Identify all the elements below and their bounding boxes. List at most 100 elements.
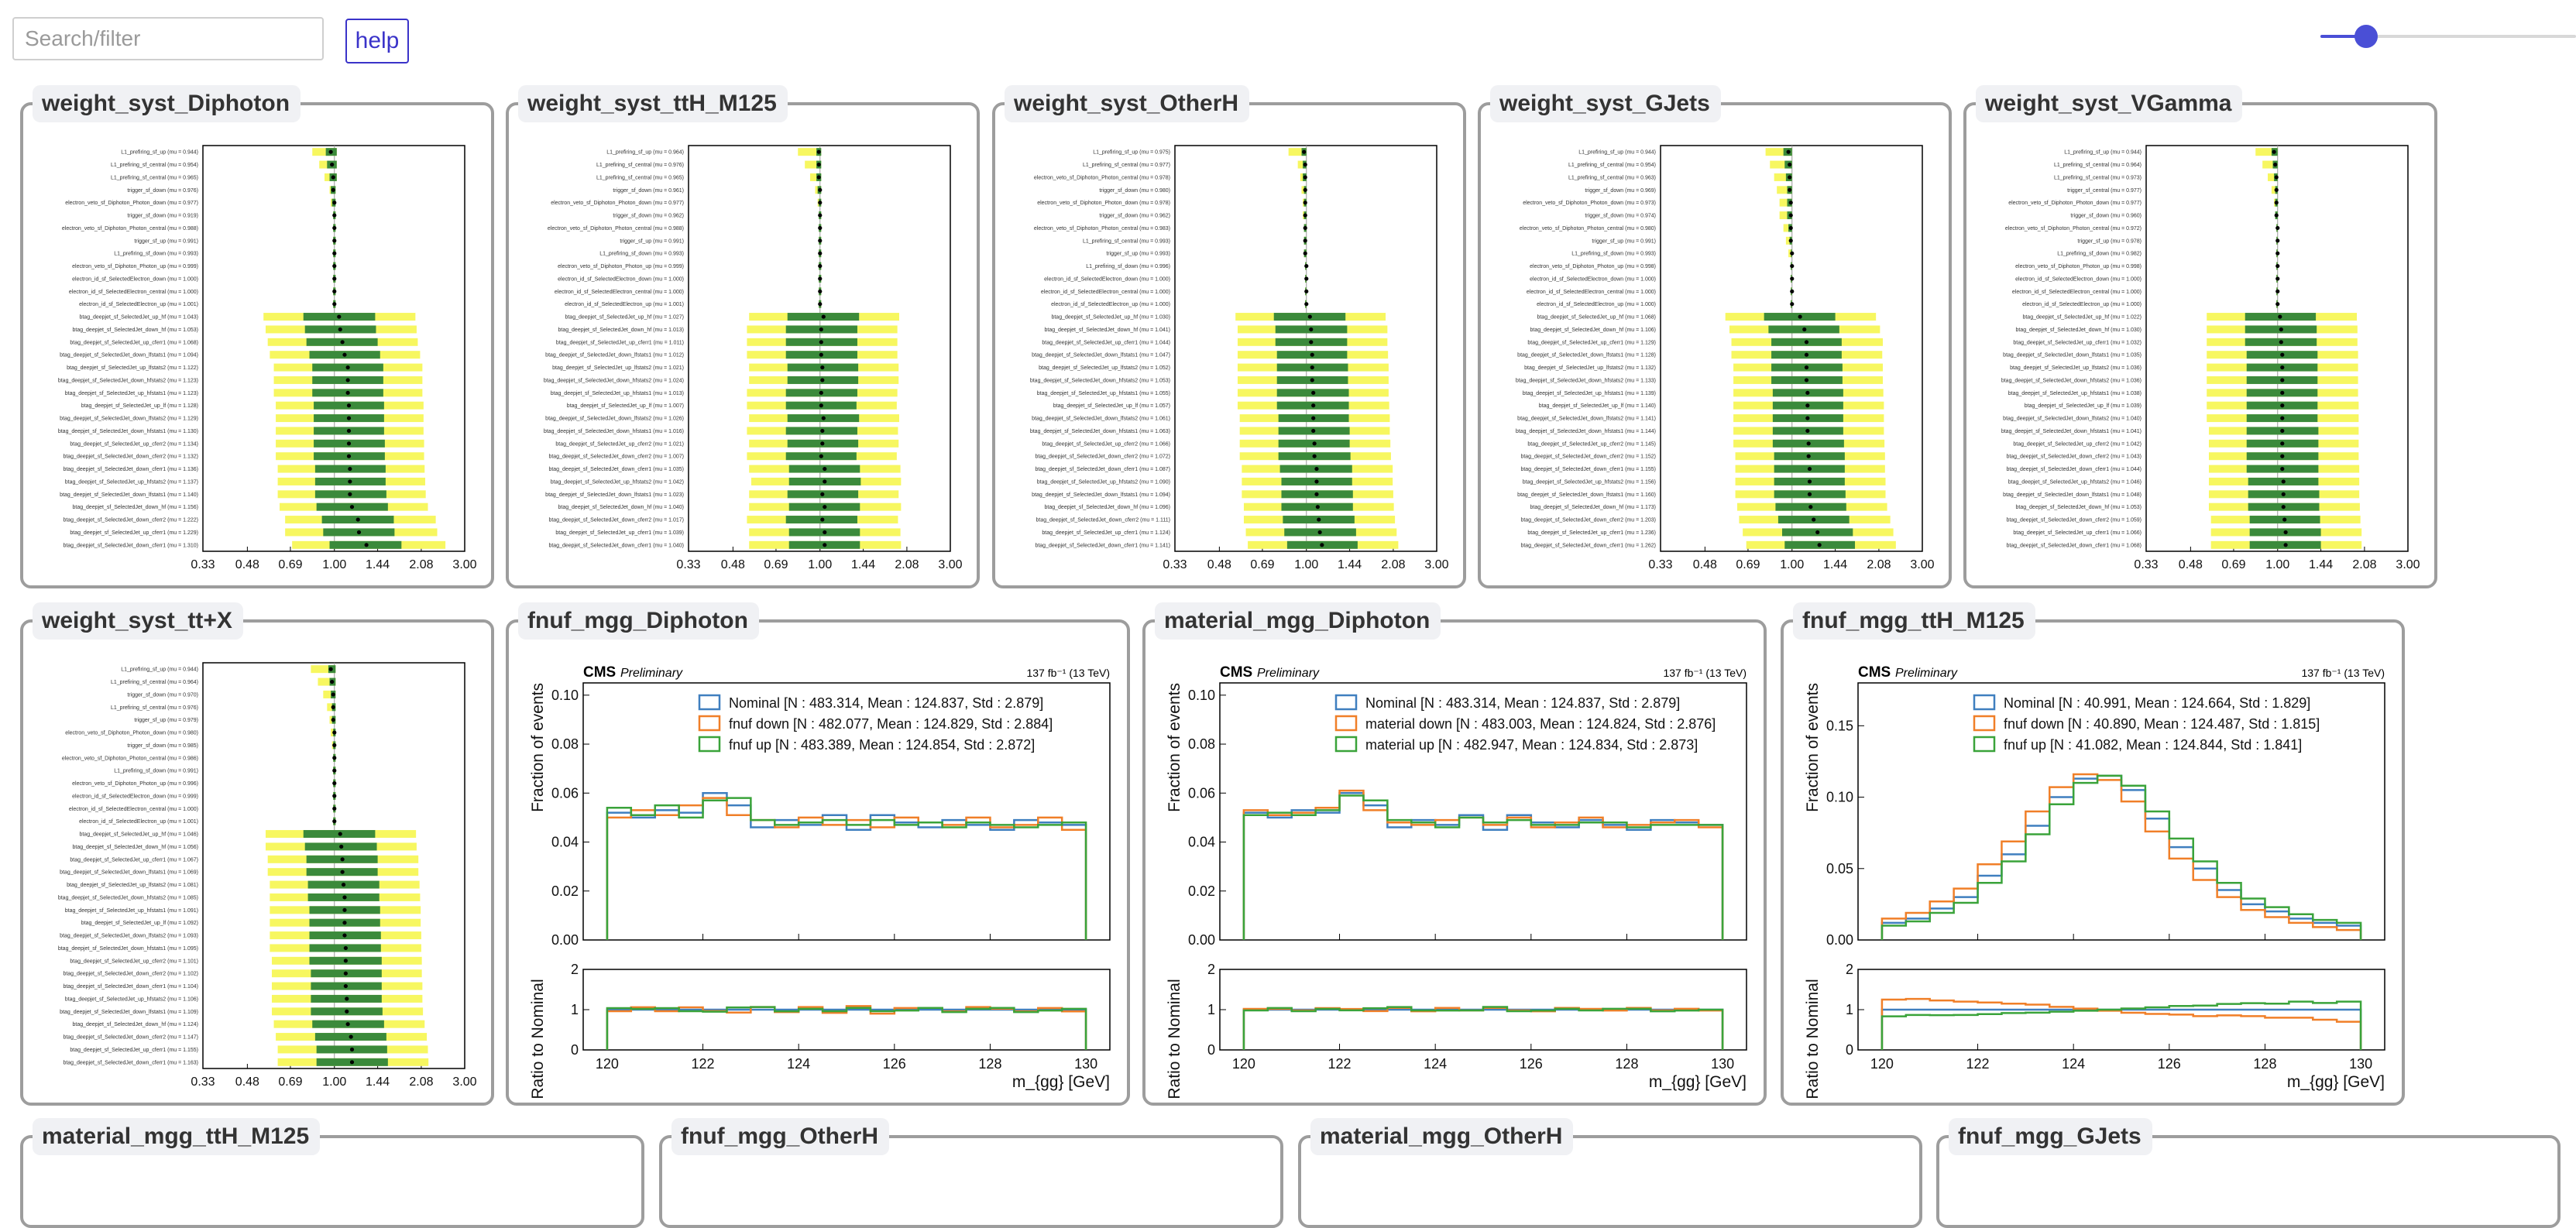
y-tick-label: 0.08 — [1188, 736, 1215, 752]
row-label: electron_id_sf_SelectedElectron_up (mu =… — [79, 819, 198, 825]
plot-panel-weight-syst-otherh[interactable]: weight_syst_OtherH 0.33 0.48 0.69 1.00 1.44 2… — [992, 85, 1466, 588]
pull-point — [818, 251, 823, 256]
cms-sub-label: Preliminary — [620, 667, 683, 680]
plot-panel-weight-syst-tth-m125[interactable]: weight_syst_ttH_M125 0.33 0.48 0.69 1.00 1.4… — [506, 85, 980, 588]
pull-point — [1788, 187, 1792, 192]
pull-point — [819, 327, 823, 332]
plot-panel-material-mgg-otherh[interactable]: material_mgg_OtherH — [1298, 1118, 1922, 1228]
row-label: btag_deepjet_sf_SelectedJet_down_lfstats… — [2003, 417, 2142, 422]
ratio-down — [1242, 1007, 1724, 1050]
row-label: btag_deepjet_sf_SelectedJet_down_hfstats… — [58, 378, 198, 383]
pull-point — [1304, 276, 1309, 281]
x-tick-label: 0.48 — [1207, 558, 1231, 571]
plot-frame — [2145, 145, 2409, 552]
x-tick-label: 1.44 — [2309, 558, 2333, 571]
row-label: L1_prefiring_sf_up (mu = 0.944) — [2064, 150, 2142, 156]
row-label: btag_deepjet_sf_SelectedJet_up_lf (mu = … — [81, 403, 198, 409]
x-tick-label: 0.33 — [676, 558, 700, 571]
plot-panel-fnuf-mgg-otherh[interactable]: fnuf_mgg_OtherH — [659, 1118, 1283, 1228]
row-label: electron_id_sf_SelectedElectron_central … — [2012, 290, 2142, 295]
row-label: electron_veto_sf_Diphoton_Photon_central… — [1034, 175, 1170, 180]
row-label: btag_deepjet_sf_SelectedJet_up_cferr1 (m… — [556, 340, 684, 345]
pull-point — [2275, 251, 2280, 256]
x-tick-label: 0.48 — [721, 558, 745, 571]
row-label: electron_id_sf_SelectedElectron_down (mu… — [1044, 276, 1170, 282]
pull-point — [332, 780, 337, 786]
plot-panel-weight-syst-vgamma[interactable]: weight_syst_VGamma 0.33 0.48 0.69 1.00 1.44 2… — [1963, 85, 2437, 588]
pull-point — [1815, 530, 1820, 535]
legend-entry: fnuf down [N : 482.077, Mean : 124.829, … — [729, 716, 1053, 732]
row-label: electron_veto_sf_Diphoton_Photon_central… — [1520, 226, 1656, 232]
pull-point — [342, 907, 347, 912]
legend-entry: fnuf down [N : 40.890, Mean : 124.487, S… — [2004, 716, 2320, 732]
x-tick-label: 1.44 — [366, 1075, 390, 1089]
pull-point — [346, 403, 352, 408]
row-label: L1_prefiring_sf_down (mu = 0.993) — [599, 252, 684, 257]
pull-point — [1790, 251, 1795, 256]
plot-panel-fnuf-mgg-diphoton[interactable]: fnuf_mgg_Diphoton CMS Preliminary 137 fb⁻¹… — [506, 602, 1130, 1106]
row-label: btag_deepjet_sf_SelectedJet_down_hf (mu … — [1530, 505, 1656, 510]
row-label: btag_deepjet_sf_SelectedJet_down_cferr2 … — [548, 454, 684, 460]
pull-point — [819, 403, 823, 408]
plot-panel-material-mgg-diphoton[interactable]: material_mgg_Diphoton CMS Preliminary 137 … — [1142, 602, 1767, 1106]
row-label: btag_deepjet_sf_SelectedJet_down_cferr1 … — [2006, 543, 2142, 548]
row-label: btag_deepjet_sf_SelectedJet_down_cferr2 … — [2006, 454, 2142, 460]
plot-panel-fnuf-mgg-tth-m125[interactable]: fnuf_mgg_ttH_M125 CMS Preliminary 137 fb⁻¹… — [1781, 602, 2405, 1106]
zoom-slider-thumb[interactable] — [2354, 25, 2379, 48]
x-tick-label: 124 — [787, 1056, 810, 1072]
pull-point — [343, 945, 348, 951]
row-label: electron_id_sf_SelectedElectron_down (mu… — [72, 276, 198, 282]
ratio-tick-label: 1 — [1846, 1002, 1853, 1017]
row-label: trigger_sf_up (mu = 0.993) — [1106, 252, 1170, 257]
row-label: electron_id_sf_SelectedElectron_central … — [1527, 290, 1656, 295]
ratio-axis-label: Ratio to Nominal — [529, 979, 547, 1099]
legend-swatch — [1334, 694, 1358, 711]
ratio-nominal — [606, 1008, 1087, 1050]
plot-panel-weight-syst-gjets[interactable]: weight_syst_GJets 0.33 0.48 0.69 1.00 1.44 2.… — [1478, 85, 1952, 588]
row-label: btag_deepjet_sf_SelectedJet_up_cferr2 (m… — [1042, 441, 1170, 447]
ratio-up — [1880, 1000, 2362, 1050]
row-label: L1_prefiring_sf_down (mu = 0.996) — [1086, 264, 1170, 269]
pull-point — [1790, 302, 1795, 307]
search-input[interactable] — [12, 17, 324, 60]
pull-point — [1303, 187, 1307, 192]
row-label: btag_deepjet_sf_SelectedJet_up_cferr2 (m… — [2013, 441, 2142, 447]
plot-panel-weight-syst-ttx[interactable]: weight_syst_tt+X 0.33 0.48 0.69 1.00 1.44 2.0… — [20, 602, 494, 1106]
help-button[interactable]: help — [345, 19, 409, 63]
row-label: btag_deepjet_sf_SelectedJet_down_cferr1 … — [548, 543, 684, 548]
cms-sub-label: Preliminary — [1895, 667, 1958, 680]
pull-point — [340, 857, 345, 862]
pull-point — [2278, 314, 2282, 319]
row-label: L1_prefiring_sf_up (mu = 0.944) — [1578, 150, 1656, 156]
y-tick-label: 0.08 — [551, 736, 579, 752]
x-tick-label: 3.00 — [938, 558, 962, 571]
row-label: L1_prefiring_sf_down (mu = 0.993) — [1571, 252, 1656, 257]
yellow-band — [805, 160, 822, 169]
pull-point — [345, 1022, 350, 1027]
plot-panel-fnuf-mgg-gjets[interactable]: fnuf_mgg_GJets — [1936, 1118, 2561, 1228]
yellow-band — [2262, 160, 2278, 169]
zoom-slider[interactable] — [2320, 25, 2576, 48]
pull-point — [1806, 441, 1811, 446]
pull-point — [355, 517, 360, 522]
row-label: btag_deepjet_sf_SelectedJet_up_lfstats2 … — [67, 883, 198, 888]
pull-point — [2281, 492, 2286, 496]
row-label: electron_veto_sf_Diphoton_Photon_up (mu … — [558, 264, 684, 269]
pull-point — [1314, 479, 1319, 484]
row-label: btag_deepjet_sf_SelectedJet_up_hf (mu = … — [79, 315, 198, 321]
row-label: btag_deepjet_sf_SelectedJet_down_hf (mu … — [73, 1022, 198, 1027]
pull-point — [823, 466, 827, 472]
plot-frame — [688, 145, 951, 552]
pull-point — [1310, 365, 1314, 370]
yellow-band — [2255, 148, 2278, 156]
plot-panel-material-mgg-tth-m125[interactable]: material_mgg_ttH_M125 — [20, 1118, 644, 1228]
histogram-up — [1880, 774, 2362, 940]
pull-point — [1788, 201, 1793, 205]
row-label: L1_prefiring_sf_central (mu = 0.993) — [1083, 238, 1170, 244]
pull-point — [819, 340, 823, 345]
plot-panel-weight-syst-diphoton[interactable]: weight_syst_Diphoton 0.33 0.48 0.69 1.00 1.4… — [20, 85, 494, 588]
pull-point — [332, 238, 337, 243]
yellow-band — [1765, 148, 1792, 156]
row-label: btag_deepjet_sf_SelectedJet_down_hf (mu … — [2016, 505, 2142, 510]
row-label: L1_prefiring_sf_down (mu = 0.982) — [2057, 252, 2142, 257]
